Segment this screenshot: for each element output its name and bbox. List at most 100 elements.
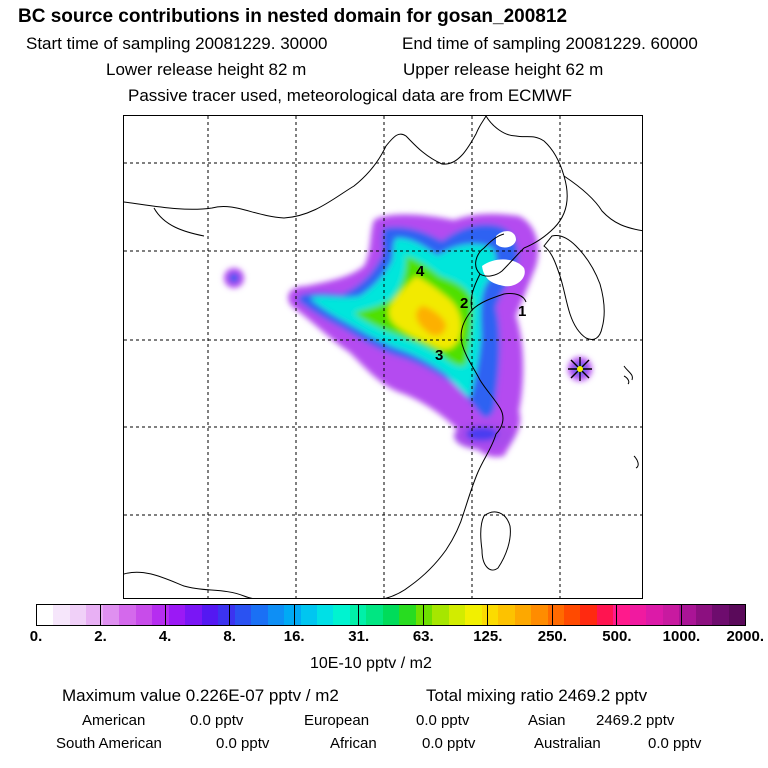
colorbar-cell [201,605,219,625]
region-name-african: African [330,735,377,752]
colorbar-cell [613,605,630,625]
colorbar-cell [69,605,87,625]
colorbar-cell [185,605,202,625]
colorbar-tick-label: 1000. [662,628,701,645]
colorbar-separator [100,604,102,626]
colorbar-separator [422,604,424,626]
colorbar-cell [382,605,400,625]
receptor-marker [577,366,583,372]
colorbar-separator [164,604,166,626]
lower-release-height: Lower release height 82 m [106,60,307,79]
colorbar-cell [366,605,383,625]
colorbar-separator [487,604,489,626]
colorbar-units: 10E-10 pptv / m2 [310,655,432,672]
colorbar-cell [37,605,54,625]
colorbar-tick-label: 8. [223,628,236,645]
colorbar-tick-label: 31. [348,628,370,645]
colorbar-cell [102,605,120,625]
colorbar-cell [218,605,235,625]
colorbar-cell [86,605,103,625]
colorbar-tick-label: 16. [283,628,305,645]
colorbar-cell [580,605,597,625]
colorbar-cell [679,605,696,625]
coastlines [124,116,642,598]
source-labels: 1 2 3 4 [416,263,526,364]
map-svg: 1 2 3 4 [124,116,642,598]
colorbar-tick-label: 2. [94,628,107,645]
colorbar-cell [53,605,70,625]
colorbar-cell [695,605,713,625]
colorbar-cell [234,605,252,625]
start-time: Start time of sampling 20081229. 30000 [26,34,328,53]
region-value-south-american: 0.0 pptv [216,735,270,752]
colorbar-cell [547,605,564,625]
colorbar-cell [564,605,581,625]
colorbar-cell [251,605,268,625]
region-name-south-american: South American [56,735,162,752]
colorbar-separator [293,604,295,626]
colorbar-cell [662,605,680,625]
colorbar-cell [712,605,729,625]
colorbar-tick-label: 2000. [726,628,764,645]
colorbar-separator [358,604,360,626]
region-name-australian: Australian [534,735,601,752]
source-label-2: 2 [460,295,468,312]
colorbar-cell [333,605,350,625]
plume-west-core [229,273,239,283]
region-name-american: American [82,712,146,729]
colorbar-cell [728,605,746,625]
colorbar-tick-label: 0. [29,628,43,645]
region-name-asian: Asian [528,712,566,729]
region-value-asian: 2469.2 pptv [596,712,675,729]
colorbar-cell [267,605,285,625]
region-value-european: 0.0 pptv [416,712,470,729]
end-time: End time of sampling 20081229. 60000 [402,34,698,53]
region-value-australian: 0.0 pptv [648,735,702,752]
colorbar-separator [551,604,553,626]
plume-orange [416,306,446,336]
tracer-note: Passive tracer used, meteorological data… [128,86,573,105]
colorbar-cell [629,605,647,625]
colorbar-cell [432,605,449,625]
max-value: Maximum value 0.226E-07 pptv / m2 [62,686,339,705]
colorbar-separator [680,604,682,626]
colorbar-cell [152,605,169,625]
upper-release-height: Upper release height 62 m [403,60,604,79]
colorbar-separator [616,604,618,626]
colorbar-cell [349,605,367,625]
source-label-3: 3 [435,347,443,364]
colorbar-cell [448,605,466,625]
colorbar-cell [316,605,334,625]
chart-title: BC source contributions in nested domain… [18,6,568,27]
colorbar-tick-label: 4. [158,628,172,645]
colorbar-tick-label: 125. [473,628,503,645]
region-value-american: 0.0 pptv [190,712,244,729]
region-value-african: 0.0 pptv [422,735,476,752]
colorbar-tick-label: 250. [537,628,567,645]
grid-lines [124,116,642,598]
region-name-european: European [304,712,370,729]
colorbar-cell [465,605,482,625]
plume-south-blue [466,427,498,441]
colorbar-cell [498,605,515,625]
source-label-1: 1 [518,303,526,320]
colorbar-separator [229,604,231,626]
colorbar-cell [514,605,532,625]
colorbar-cell [119,605,136,625]
colorbar-tick-label: 63. [412,628,434,645]
colorbar [36,604,746,626]
colorbar-cell [135,605,153,625]
colorbar-cell [481,605,499,625]
colorbar-cell [399,605,416,625]
colorbar-tick-label: 500. [602,628,632,645]
colorbar-cell [168,605,186,625]
colorbar-cell [415,605,433,625]
total-mixing-ratio: Total mixing ratio 2469.2 pptv [426,686,648,705]
bohai-sea [482,259,525,287]
colorbar-cell [596,605,614,625]
plume-field [224,213,592,457]
colorbar-cell [284,605,301,625]
map-panel: 1 2 3 4 [123,115,643,599]
colorbar-cell [646,605,663,625]
source-label-4: 4 [416,263,425,280]
